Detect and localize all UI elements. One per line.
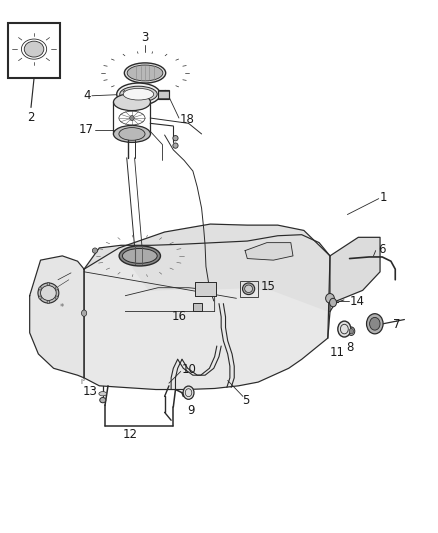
Ellipse shape [119,246,160,266]
Text: 2: 2 [27,111,35,124]
Ellipse shape [127,65,163,81]
Ellipse shape [120,86,157,102]
Text: 12: 12 [122,428,137,441]
Ellipse shape [47,282,49,286]
Ellipse shape [55,287,58,290]
Text: 14: 14 [350,295,364,308]
Text: 8: 8 [346,341,353,354]
Ellipse shape [329,298,336,307]
Ellipse shape [325,294,334,303]
Bar [240,281,258,297]
Polygon shape [245,243,293,260]
Text: 4: 4 [83,89,91,102]
Ellipse shape [122,248,157,263]
Ellipse shape [245,285,253,293]
Polygon shape [30,256,84,378]
Ellipse shape [41,286,56,301]
Text: 10: 10 [182,364,197,376]
Ellipse shape [113,125,150,142]
Ellipse shape [338,321,351,337]
Bar [193,303,202,311]
Text: 6: 6 [378,243,385,255]
Ellipse shape [92,248,98,253]
Ellipse shape [81,310,87,317]
Ellipse shape [99,392,107,396]
Bar [195,282,216,296]
Ellipse shape [243,283,254,295]
Polygon shape [84,235,330,390]
Ellipse shape [113,94,150,111]
Ellipse shape [349,328,353,334]
Text: 9: 9 [187,405,194,417]
Ellipse shape [124,63,166,83]
Text: 15: 15 [260,280,275,293]
Text: 18: 18 [180,112,195,126]
Polygon shape [328,237,380,338]
Ellipse shape [173,135,178,141]
Ellipse shape [367,314,383,334]
Ellipse shape [119,127,145,140]
Ellipse shape [370,317,380,330]
Text: 1: 1 [380,191,388,204]
Ellipse shape [47,301,49,304]
Text: l°: l° [81,379,86,385]
Bar [158,90,169,100]
Ellipse shape [38,283,59,303]
Ellipse shape [348,327,355,335]
Bar [8,22,60,78]
Ellipse shape [117,83,160,106]
Ellipse shape [39,296,42,299]
Ellipse shape [100,398,106,403]
Ellipse shape [173,143,178,148]
Ellipse shape [55,296,58,299]
Text: 7: 7 [393,318,401,332]
Ellipse shape [39,287,42,290]
Text: 5: 5 [242,393,250,407]
Ellipse shape [130,115,134,120]
Text: 13: 13 [83,385,98,398]
Ellipse shape [24,41,44,57]
Bar [158,91,169,99]
Text: *: * [60,303,64,312]
Bar [195,282,216,296]
Text: 17: 17 [79,123,94,136]
Text: 3: 3 [141,31,148,44]
Text: 16: 16 [171,310,186,323]
Text: 11: 11 [330,346,345,359]
Polygon shape [84,224,330,312]
Ellipse shape [183,386,194,399]
Ellipse shape [123,88,154,100]
